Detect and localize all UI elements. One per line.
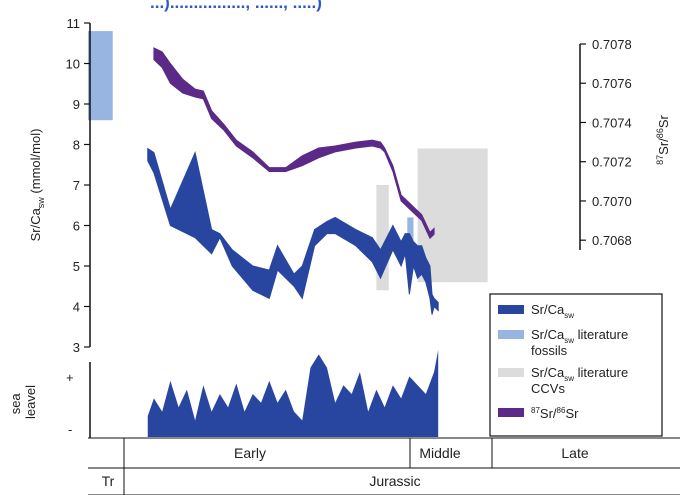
legend-ccv-end: literature <box>574 365 628 380</box>
period-jurassic: Jurassic <box>369 473 420 489</box>
sea-level-plus: + <box>66 370 74 385</box>
legend-label-ccv: Sr/Casw literature <box>531 365 628 383</box>
period-tr: Tr <box>102 473 115 489</box>
srca-band-series <box>147 147 439 315</box>
legend: Sr/Casw Sr/Casw literature fossils Sr/Ca… <box>489 293 663 437</box>
right-tick-label: 0.7068 <box>592 233 632 248</box>
right-axis-title-end: Sr <box>656 115 671 129</box>
srca-band-polygon <box>147 147 439 315</box>
left-tick-label: 4 <box>73 300 80 315</box>
legend-ccv-main: Sr/Ca <box>531 365 565 380</box>
legend-sriso-mid: Sr/ <box>540 406 557 421</box>
epoch-middle: Middle <box>419 445 460 461</box>
left-axis-title-unit: (mmol/mol) <box>28 129 43 198</box>
left-axis-title: Sr/Casw (mmol/mol) <box>28 129 46 242</box>
right-axis-title: 87Sr/86Sr <box>655 115 671 165</box>
sea-level-envelope <box>147 350 439 437</box>
right-tick-label: 0.7070 <box>592 194 632 209</box>
legend-label-fossils-line2: fossils <box>531 343 568 358</box>
legend-srca-main: Sr/Ca <box>531 302 565 317</box>
legend-sriso-sup2: 86 <box>557 406 566 415</box>
right-tick-label: 0.7076 <box>592 76 632 91</box>
sr-isotope-band-series <box>153 47 435 240</box>
right-axis-title-sup2: 86 <box>655 128 665 138</box>
legend-label-srca: Sr/Casw <box>531 302 574 320</box>
sr-isotope-band-polygon <box>153 47 435 240</box>
sea-level-series <box>147 350 439 437</box>
left-axis-title-main: Sr/Ca <box>28 207 43 241</box>
literature-box-CCVs-3 <box>417 148 488 283</box>
left-tick-label: 11 <box>67 16 81 31</box>
legend-label-sriso: 87Sr/86Sr <box>531 406 579 421</box>
legend-sriso-end: Sr <box>565 406 579 421</box>
left-tick-label: 7 <box>73 178 80 193</box>
time-scale: Early Middle Late Tr Jurassic <box>88 437 680 495</box>
right-tick-label: 0.7074 <box>592 115 632 130</box>
left-axis: 11 10 9 8 7 6 5 4 3 <box>66 16 91 355</box>
legend-label-ccv-line2: CCVs <box>531 381 565 396</box>
right-tick-label: 0.7078 <box>592 37 632 52</box>
sea-level-minus: - <box>68 422 72 437</box>
legend-fossils-main: Sr/Ca <box>531 327 565 342</box>
right-tick-label: 0.7072 <box>592 155 632 170</box>
legend-ccv-sub: sw <box>564 374 574 383</box>
left-tick-label: 6 <box>73 219 80 234</box>
legend-swatch-sriso <box>498 408 524 417</box>
legend-label-fossils: Sr/Casw literature <box>531 327 628 345</box>
legend-swatch-srca <box>498 305 524 314</box>
cropped-caption: ...)................, ......, .....) <box>150 0 322 12</box>
left-tick-label: 5 <box>73 259 80 274</box>
sea-level-title: sea leavel <box>8 385 38 419</box>
sea-level-title-line1: sea <box>8 393 23 415</box>
legend-fossils-sub: sw <box>564 336 574 345</box>
legend-srca-sub: sw <box>564 311 574 320</box>
literature-box-fossils-0 <box>88 31 113 121</box>
legend-sriso-sup1: 87 <box>531 406 540 415</box>
right-axis-title-mid: Sr/ <box>656 138 671 155</box>
legend-fossils-end: literature <box>574 327 628 342</box>
right-axis-title-sup1: 87 <box>655 155 665 165</box>
left-tick-label: 8 <box>73 138 80 153</box>
left-tick-label: 3 <box>73 340 80 355</box>
left-axis-title-sub: sw <box>36 197 46 209</box>
right-axis: 0.7078 0.7076 0.7074 0.7072 0.7070 0.7068 <box>579 37 632 250</box>
epoch-late: Late <box>561 445 588 461</box>
legend-swatch-ccv <box>498 368 524 377</box>
left-tick-label: 9 <box>73 97 80 112</box>
left-tick-label: 10 <box>66 57 80 72</box>
legend-swatch-fossils <box>498 330 524 339</box>
sea-level-title-line2: leavel <box>23 385 38 419</box>
epoch-early: Early <box>234 445 266 461</box>
